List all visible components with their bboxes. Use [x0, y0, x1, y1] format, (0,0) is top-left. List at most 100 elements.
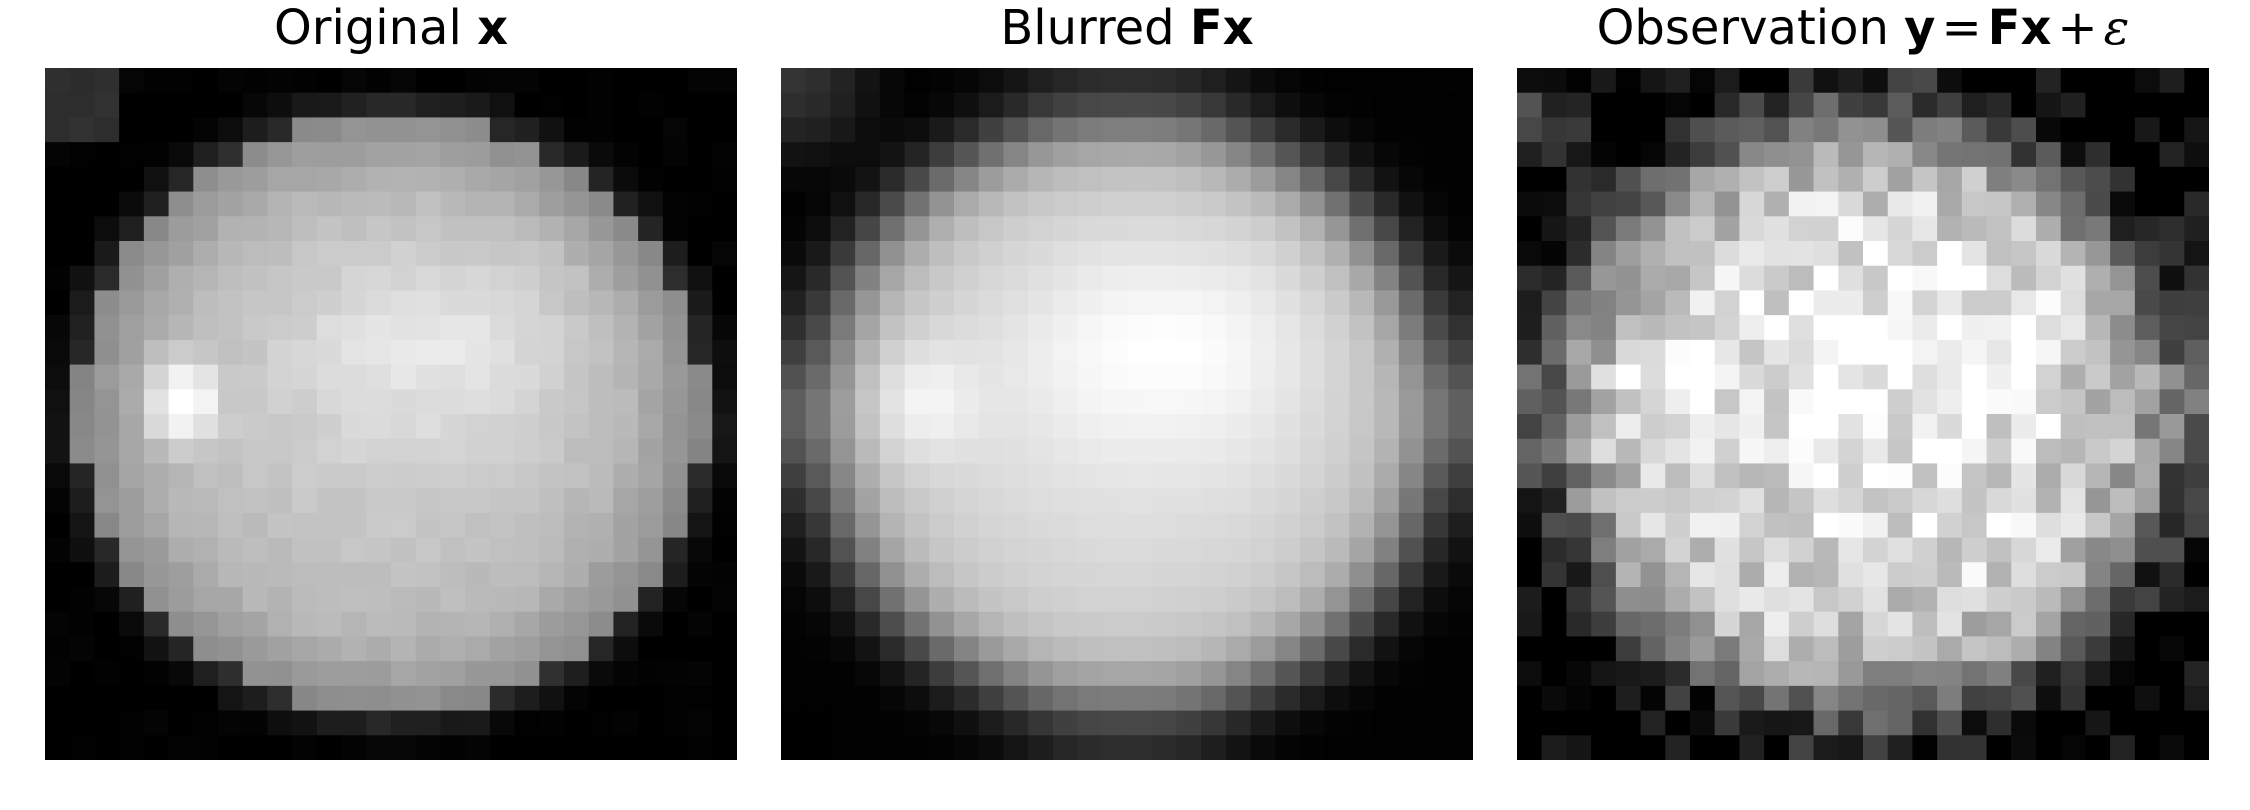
pixel [1591, 216, 1617, 242]
pixel [1986, 339, 2012, 366]
pixel [1640, 611, 1666, 638]
pixel [2134, 611, 2161, 638]
pixel [638, 265, 664, 292]
pixel [855, 414, 881, 440]
pixel [904, 611, 930, 638]
pixel [978, 389, 1005, 415]
pixel [638, 611, 664, 638]
pixel [1201, 537, 1227, 563]
pixel [1863, 339, 1889, 366]
pixel [1961, 241, 1988, 267]
pixel [2060, 216, 2087, 242]
pixel [366, 611, 392, 638]
pixel [638, 537, 664, 563]
pixel [638, 562, 664, 588]
pixel [292, 166, 318, 193]
pixel [119, 562, 145, 588]
pixel [662, 191, 689, 217]
pixel [69, 611, 96, 638]
pixel [415, 142, 442, 168]
pixel [1863, 512, 1889, 539]
pixel [292, 537, 318, 563]
pixel [489, 389, 516, 415]
pixel [830, 587, 856, 613]
pixel [143, 191, 170, 217]
pixel [1541, 463, 1568, 489]
pixel [1615, 117, 1642, 143]
pixel [1201, 389, 1227, 415]
pixel [1127, 463, 1153, 489]
pixel [391, 117, 417, 143]
pixel [879, 389, 906, 415]
pixel [1003, 68, 1029, 94]
pixel [1448, 710, 1473, 736]
pixel [1863, 735, 1889, 760]
pixel [1838, 389, 1864, 415]
pixel [366, 166, 392, 193]
pixel [242, 216, 269, 242]
pixel [1324, 364, 1351, 390]
pixel [1028, 290, 1054, 316]
pixel [687, 463, 713, 489]
pixel [1300, 315, 1326, 341]
pixel [1887, 142, 1914, 168]
pixel [45, 216, 71, 242]
pixel [1863, 241, 1889, 267]
pixel [218, 710, 244, 736]
pixel [292, 290, 318, 316]
pixel [1225, 389, 1252, 415]
pixel [588, 68, 615, 94]
pixel [1127, 685, 1153, 712]
pixel [440, 512, 466, 539]
pixel [1102, 735, 1128, 760]
pixel [830, 191, 856, 217]
pixel [978, 241, 1005, 267]
pixel [1052, 438, 1079, 465]
pixel [2060, 191, 2087, 217]
pixel [341, 290, 367, 316]
pixel [465, 142, 491, 168]
pixel [588, 241, 615, 267]
pixel [45, 636, 71, 662]
pixel [1448, 117, 1473, 143]
pixel [2060, 92, 2087, 119]
pixel [1937, 414, 1963, 440]
pixel [1127, 537, 1153, 563]
pixel [316, 389, 343, 415]
pixel [1398, 68, 1425, 94]
pixel [1566, 488, 1592, 514]
pixel [1541, 241, 1568, 267]
pixel [1448, 685, 1473, 712]
pixel [2011, 216, 2037, 242]
pixel [564, 265, 590, 292]
pixel [1374, 216, 1400, 242]
pixel [638, 636, 664, 662]
pixel [69, 636, 96, 662]
pixel [638, 364, 664, 390]
pixel [1986, 265, 2012, 292]
pixel [1937, 488, 1963, 514]
pixel [1225, 92, 1252, 119]
pixel [1102, 636, 1128, 662]
pixel [1300, 685, 1326, 712]
pixel [1517, 364, 1543, 390]
pixel [687, 315, 713, 341]
pixel [1665, 191, 1691, 217]
pixel [954, 389, 980, 415]
pixel [119, 438, 145, 465]
pixel [1912, 166, 1938, 193]
pixel [855, 241, 881, 267]
pixel [1912, 265, 1938, 292]
pixel [1300, 265, 1326, 292]
pixel [1448, 265, 1473, 292]
pixel [1961, 587, 1988, 613]
pixel [1961, 166, 1988, 193]
pixel [1151, 735, 1178, 760]
pixel [978, 166, 1005, 193]
pixel [1640, 290, 1666, 316]
pixel [341, 389, 367, 415]
pixel [1813, 364, 1839, 390]
pixel [1541, 315, 1568, 341]
pixel [1863, 364, 1889, 390]
pixel [855, 636, 881, 662]
